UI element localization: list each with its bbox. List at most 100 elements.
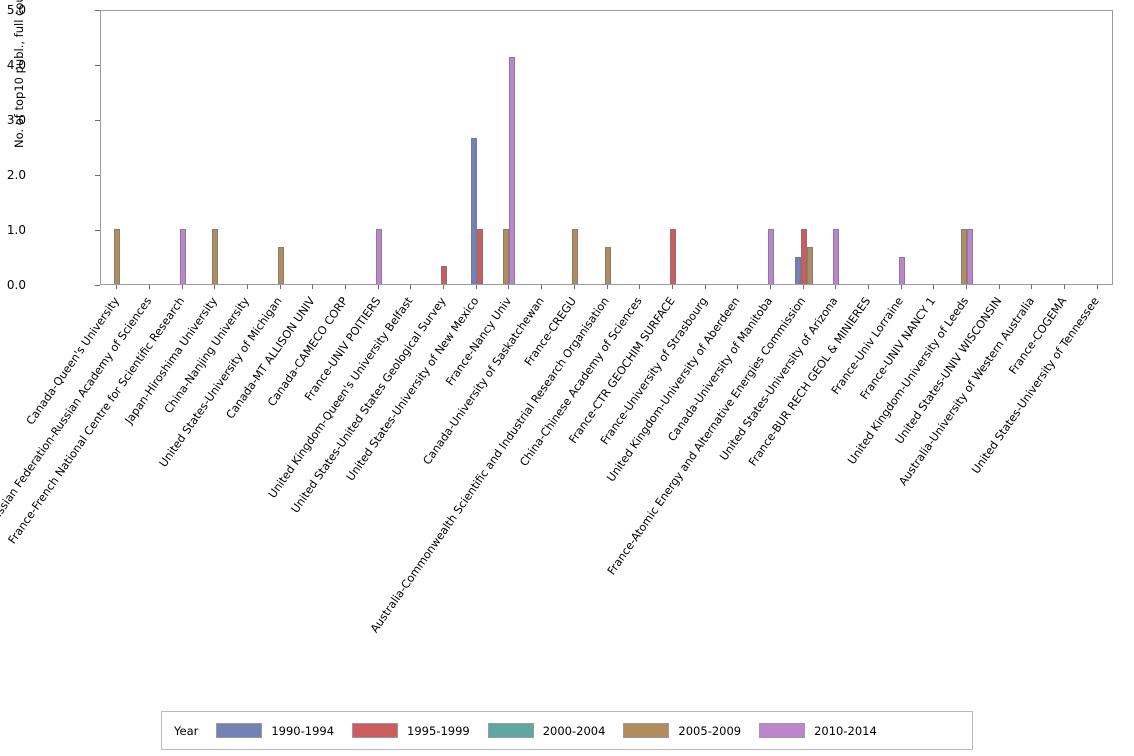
x-tick-label: United States-UNIV WISCONSIN bbox=[892, 294, 1004, 447]
y-axis-label-wrap: No. of top10 publ., full counts bbox=[2, 0, 32, 290]
x-tick-label: France-BUR RECH GEOL & MINIERES bbox=[746, 294, 874, 469]
legend-title: Year bbox=[174, 723, 199, 738]
y-tick-label: 2.0 bbox=[6, 168, 26, 182]
x-tick-mark bbox=[116, 285, 118, 289]
bar bbox=[179, 229, 186, 284]
bar bbox=[806, 247, 813, 284]
x-tick-mark bbox=[181, 285, 183, 289]
x-tick-mark bbox=[377, 285, 379, 289]
legend-item[interactable]: 2000-2004 bbox=[487, 723, 606, 738]
plot-area bbox=[100, 10, 1113, 285]
bar bbox=[503, 229, 510, 284]
x-tick-label: Japan-Hiroshima University bbox=[122, 294, 220, 427]
x-tick-mark bbox=[1096, 285, 1098, 289]
legend-swatch bbox=[487, 723, 534, 738]
x-tick-label: France-UNIV POITIERS bbox=[301, 294, 384, 404]
y-tick-mark bbox=[95, 230, 100, 231]
legend-label: 2000-2004 bbox=[542, 723, 606, 738]
x-tick-label: China-Nanjing University bbox=[162, 294, 253, 416]
x-tick-label: United States-United States Geological S… bbox=[288, 294, 449, 516]
y-tick-mark bbox=[95, 120, 100, 121]
x-tick-mark bbox=[345, 285, 347, 289]
legend-item[interactable]: 2010-2014 bbox=[759, 723, 877, 738]
x-tick-mark bbox=[867, 285, 869, 289]
x-tick-mark bbox=[475, 285, 477, 289]
legend-label: 2005-2009 bbox=[678, 723, 742, 738]
x-tick-label: United States-University of Tennessee bbox=[969, 294, 1102, 477]
legend-item[interactable]: 1995-1999 bbox=[352, 723, 470, 738]
x-tick-label: United Kingdom-Queen's University Belfas… bbox=[266, 294, 416, 501]
legend-item[interactable]: 2005-2009 bbox=[623, 723, 741, 738]
x-tick-label: United States-University of Arizona bbox=[717, 294, 841, 463]
legend-label: 2010-2014 bbox=[814, 723, 877, 738]
x-tick-mark bbox=[933, 285, 935, 289]
bar bbox=[794, 256, 801, 284]
x-tick-mark bbox=[606, 285, 608, 289]
y-tick-label: 5.0 bbox=[6, 3, 26, 17]
bar bbox=[375, 229, 382, 284]
x-tick-mark bbox=[639, 285, 641, 289]
y-tick-mark bbox=[95, 10, 100, 11]
x-tick-mark bbox=[998, 285, 1000, 289]
x-tick-label: Canada-Queen's University bbox=[23, 294, 122, 428]
legend-item[interactable]: 1990-1994 bbox=[216, 723, 334, 738]
bar bbox=[476, 229, 483, 284]
x-tick-mark bbox=[769, 285, 771, 289]
bar bbox=[212, 229, 219, 284]
bar bbox=[966, 229, 973, 284]
bar bbox=[509, 56, 516, 284]
bar bbox=[441, 265, 448, 284]
legend-label: 1995-1999 bbox=[407, 723, 470, 738]
x-tick-label: France-COGEMA bbox=[1006, 294, 1070, 377]
x-tick-mark bbox=[443, 285, 445, 289]
x-tick-mark bbox=[737, 285, 739, 289]
x-tick-label: France-University of Strasbourg bbox=[597, 294, 710, 448]
x-tick-label: Canada-University of Manitoba bbox=[665, 294, 776, 444]
bar bbox=[604, 247, 611, 284]
y-tick-label: 1.0 bbox=[6, 223, 26, 237]
legend: Year 1990-1994 1995-1999 2000-2004 2005-200… bbox=[161, 711, 973, 750]
x-tick-mark bbox=[835, 285, 837, 289]
x-tick-label: United Kingdom-University of Leeds bbox=[845, 294, 972, 467]
bar bbox=[833, 229, 840, 284]
x-tick-mark bbox=[802, 285, 804, 289]
x-tick-label: Canada-CAMECO CORP bbox=[265, 294, 351, 409]
y-tick-mark bbox=[95, 65, 100, 66]
x-tick-label: France-French National Centre for Scient… bbox=[5, 294, 188, 547]
legend-items: 1990-1994 1995-1999 2000-2004 2005-2009 2010… bbox=[216, 723, 894, 738]
x-tick-label: France-UNIV NANCY 1 bbox=[858, 294, 939, 403]
x-tick-label: France-CTR GEOCHIM SURFACE bbox=[565, 294, 678, 446]
x-tick-mark bbox=[900, 285, 902, 289]
x-tick-mark bbox=[149, 285, 151, 289]
y-tick-label: 3.0 bbox=[6, 113, 26, 127]
y-tick-label: 0.0 bbox=[6, 278, 26, 292]
x-tick-label: United States-University of Michigan bbox=[157, 294, 286, 470]
x-tick-mark bbox=[214, 285, 216, 289]
bar bbox=[669, 229, 676, 284]
x-tick-mark bbox=[541, 285, 543, 289]
bar bbox=[277, 247, 284, 284]
x-tick-mark bbox=[965, 285, 967, 289]
bar bbox=[960, 229, 967, 284]
x-tick-mark bbox=[247, 285, 249, 289]
bar bbox=[800, 229, 807, 284]
x-tick-mark bbox=[508, 285, 510, 289]
y-tick-mark bbox=[95, 175, 100, 176]
legend-swatch bbox=[759, 723, 806, 738]
y-tick-mark bbox=[95, 285, 100, 286]
x-tick-label: China-Chinese Academy of Sciences bbox=[517, 294, 645, 469]
legend-swatch bbox=[623, 723, 670, 738]
x-tick-label: United States-University of New Mexico bbox=[343, 294, 482, 484]
x-tick-mark bbox=[312, 285, 314, 289]
bar bbox=[898, 256, 905, 284]
x-tick-mark bbox=[1031, 285, 1033, 289]
x-tick-label: Canada-University of Saskatchewan bbox=[420, 294, 547, 468]
legend-label: 1990-1994 bbox=[271, 723, 335, 738]
x-tick-mark bbox=[671, 285, 673, 289]
legend-swatch bbox=[352, 723, 399, 738]
x-tick-mark bbox=[279, 285, 281, 289]
bar bbox=[767, 229, 774, 284]
x-tick-label: Australia-University of Western Australi… bbox=[895, 294, 1037, 488]
x-tick-label: France-Univ Lorraine bbox=[828, 294, 906, 397]
bar bbox=[571, 229, 578, 284]
